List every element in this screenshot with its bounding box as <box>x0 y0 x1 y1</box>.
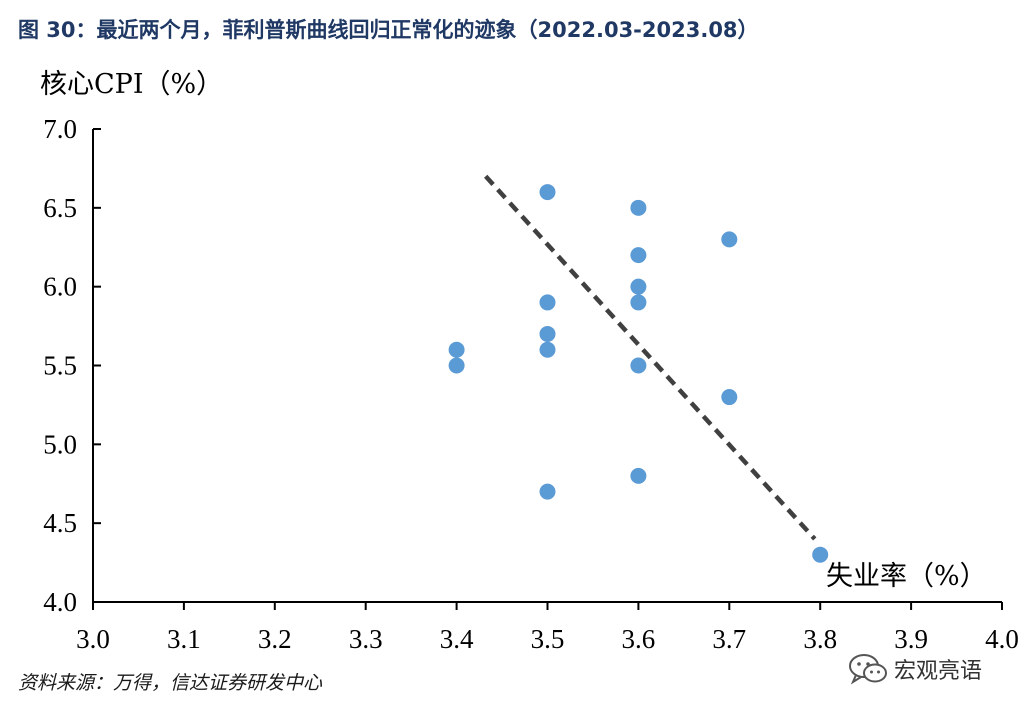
x-tick-label: 3.2 <box>258 624 292 654</box>
wechat-icon <box>849 654 887 685</box>
y-tick-label: 5.5 <box>43 351 77 381</box>
scatter-point <box>539 341 556 358</box>
x-tick-label: 3.9 <box>894 624 928 654</box>
y-tick-label: 6.0 <box>43 272 77 302</box>
x-tick-label: 3.6 <box>622 624 656 654</box>
scatter-point <box>539 325 556 342</box>
x-tick-label: 3.0 <box>76 624 110 654</box>
x-tick-label: 3.4 <box>440 624 474 654</box>
scatter-point <box>630 278 647 295</box>
scatter-point <box>630 247 647 264</box>
y-tick-label: 7.0 <box>43 114 77 144</box>
figure-title: 图 30：最近两个月，菲利普斯曲线回归正常化的迹象（2022.03-2023.0… <box>18 18 759 42</box>
x-tick-label: 3.5 <box>531 624 565 654</box>
scatter-point <box>721 389 738 406</box>
x-axis-label: 失业率（%） <box>826 561 987 592</box>
x-tick-label: 3.3 <box>349 624 383 654</box>
y-tick-label: 4.0 <box>43 587 77 617</box>
watermark: 宏观亮语 <box>848 652 982 686</box>
scatter-point <box>630 357 647 374</box>
y-tick-label: 6.5 <box>43 193 77 223</box>
scatter-point <box>539 483 556 500</box>
scatter-point <box>721 231 738 248</box>
x-tick-label: 3.7 <box>712 624 746 654</box>
x-tick-label: 3.8 <box>803 624 837 654</box>
source-note: 资料来源：万得，信达证券研发中心 <box>18 672 323 694</box>
y-tick-label: 5.0 <box>43 429 77 459</box>
y-axis-label: 核心CPI（%） <box>40 69 223 100</box>
scatter-point <box>448 357 465 374</box>
scatter-point <box>539 184 556 201</box>
scatter-point <box>630 294 647 311</box>
y-tick-label: 4.5 <box>43 508 77 538</box>
x-tick-label: 4.0 <box>985 624 1019 654</box>
scatter-point <box>630 467 647 484</box>
plot-area: 4.0 4.5 5.0 5.5 6.0 6.5 7.0 3.0 3.1 3.2 3.3 3.4 3.5 3… <box>40 69 1019 654</box>
scatter-point <box>539 294 556 311</box>
watermark-text: 宏观亮语 <box>894 659 983 684</box>
scatter-point <box>448 341 465 358</box>
scatter-point <box>630 199 647 216</box>
trend-line <box>484 174 817 541</box>
x-tick-label: 3.1 <box>167 624 201 654</box>
scatter-point <box>812 546 829 563</box>
